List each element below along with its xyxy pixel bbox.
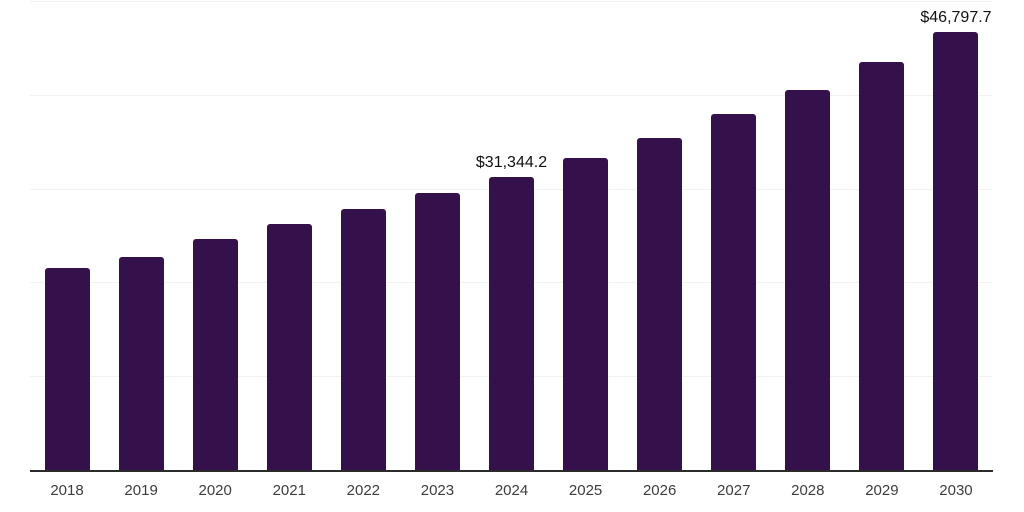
bar-slot-2026 (623, 2, 697, 471)
bars: $31,344.2 $46,797.7 (30, 2, 993, 471)
x-axis-label-2027: 2027 (717, 482, 751, 499)
x-axis-label-2028: 2028 (791, 482, 825, 499)
bar-slot-2021 (252, 2, 326, 471)
x-axis-label-2018: 2018 (50, 482, 84, 499)
bar-value-label-2030: $46,797.7 (920, 9, 992, 27)
bar-slot-2025 (549, 2, 623, 471)
x-axis-line (30, 470, 993, 472)
x-axis-label-2025: 2025 (568, 482, 603, 499)
x-axis-label-2022: 2022 (346, 482, 381, 499)
x-axis-labels: 2018 2019 2020 2021 2022 2023 2024 2025 2026 2027… (30, 479, 993, 503)
x-axis-label-2030: 2030 (939, 482, 973, 499)
bar-2030: $46,797.7 (920, 9, 992, 471)
bar-2023 (414, 193, 460, 471)
x-axis-label-2020: 2020 (198, 482, 232, 499)
bar-slot-2020 (178, 2, 252, 471)
bar-slot-2030: $46,797.7 (919, 2, 993, 471)
gridline-50000 (30, 1, 993, 2)
bar-2021 (266, 224, 312, 471)
x-axis-label-2024: 2024 (494, 482, 529, 499)
x-axis-label-2019: 2019 (124, 482, 158, 499)
bar-slot-2029 (845, 2, 919, 471)
gridline-40000 (30, 94, 993, 96)
bar-2020 (192, 239, 238, 471)
x-axis-label-2023: 2023 (420, 482, 455, 499)
bar-slot-2027 (697, 2, 771, 471)
bar-2025 (563, 158, 609, 471)
bar-value-label-2024: $31,344.2 (475, 154, 548, 171)
bar-slot-2019 (104, 2, 178, 471)
bar-2018 (44, 268, 90, 471)
bar-2024: $31,344.2 (476, 154, 547, 471)
x-axis-label-2021: 2021 (272, 482, 306, 499)
bar-slot-2024: $31,344.2 (474, 2, 548, 471)
x-axis-label-2026: 2026 (642, 482, 677, 499)
bar-slot-2018 (30, 2, 104, 471)
plot-area: $31,344.2 $46,797.7 (30, 1, 993, 472)
bar-slot-2023 (400, 2, 474, 471)
bar-2028 (785, 89, 831, 471)
bar-2022 (340, 209, 386, 471)
bar-2027 (711, 113, 757, 471)
bar-2019 (118, 257, 164, 471)
bar-2029 (859, 61, 905, 471)
bar-2026 (637, 137, 683, 471)
bar-slot-2022 (326, 2, 400, 471)
bar-slot-2028 (771, 2, 845, 471)
x-axis-label-2029: 2029 (865, 482, 899, 499)
